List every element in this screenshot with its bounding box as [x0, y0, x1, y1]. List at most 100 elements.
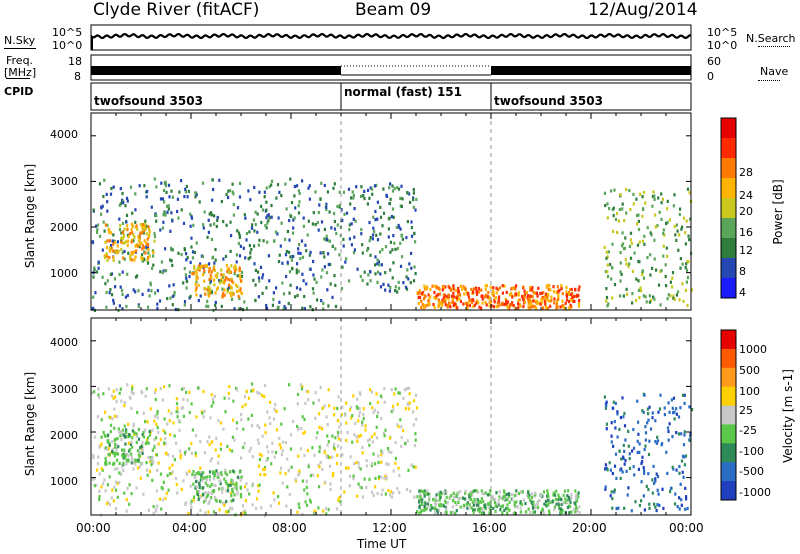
- scatter-cell: [141, 446, 144, 450]
- scatter-cell: [150, 289, 153, 293]
- scatter-cell: [214, 300, 217, 304]
- scatter-cell: [642, 190, 646, 195]
- scatter-cell: [673, 417, 676, 421]
- velocity-cbar-tick-1: 500: [739, 364, 760, 377]
- scatter-cell: [275, 428, 279, 432]
- scatter-cell: [644, 201, 647, 205]
- scatter-cell: [463, 292, 466, 296]
- scatter-cell: [164, 247, 167, 251]
- scatter-cell: [113, 485, 116, 489]
- scatter-cell: [577, 304, 581, 308]
- scatter-cell: [470, 497, 473, 502]
- scatter-cell: [165, 190, 168, 194]
- scatter-cell: [517, 302, 520, 306]
- scatter-cell: [120, 231, 123, 235]
- scatter-cell: [379, 232, 382, 236]
- scatter-cell: [196, 490, 199, 494]
- scatter-cell: [123, 435, 127, 439]
- scatter-cell: [146, 189, 149, 194]
- scatter-cell: [297, 502, 300, 506]
- scatter-cell: [135, 486, 138, 490]
- scatter-cell: [113, 426, 116, 430]
- scatter-cell: [467, 301, 470, 305]
- scatter-cell: [412, 410, 415, 414]
- scatter-cell: [132, 460, 135, 464]
- velocity-panel-frame: [90, 317, 692, 516]
- scatter-cell: [260, 454, 263, 458]
- scatter-cell: [661, 487, 664, 491]
- scatter-cell: [290, 214, 293, 219]
- scatter-cell: [348, 484, 351, 488]
- scatter-cell: [297, 204, 300, 208]
- nsearch-tick-low: 10^0: [707, 39, 738, 52]
- scatter-cell: [248, 230, 251, 234]
- scatter-cell: [629, 256, 633, 260]
- scatter-cell: [476, 299, 479, 303]
- scatter-cell: [297, 251, 300, 255]
- scatter-cell: [428, 297, 431, 301]
- scatter-cell: [155, 453, 158, 457]
- scatter-cell: [649, 253, 652, 257]
- cpid-label: CPID: [4, 85, 34, 98]
- scatter-cell: [497, 499, 500, 503]
- scatter-cell: [256, 438, 260, 442]
- scatter-cell: [253, 262, 256, 266]
- scatter-cell: [127, 449, 131, 453]
- scatter-cell: [488, 296, 491, 300]
- scatter-cell: [486, 493, 490, 497]
- scatter-cell: [280, 422, 283, 426]
- scatter-cell: [628, 189, 631, 193]
- scatter-cell: [639, 286, 642, 290]
- scatter-cell: [547, 292, 550, 296]
- power-panel-colorbar-cell: [721, 218, 736, 239]
- scatter-cell: [553, 301, 556, 305]
- scatter-cell: [207, 230, 210, 234]
- scatter-cell: [609, 468, 612, 472]
- scatter-cell: [333, 446, 336, 450]
- scatter-cell: [179, 453, 182, 457]
- scatter-cell: [141, 244, 145, 248]
- scatter-cell: [445, 507, 448, 511]
- scatter-cell: [337, 437, 341, 441]
- scatter-cell: [226, 287, 229, 291]
- scatter-cell: [638, 503, 641, 508]
- scatter-cell: [278, 436, 281, 440]
- scatter-cell: [681, 225, 684, 229]
- scatter-cell: [104, 446, 108, 450]
- scatter-cell: [621, 242, 625, 246]
- scatter-cell: [294, 295, 297, 299]
- scatter-cell: [147, 441, 150, 445]
- scatter-cell: [106, 447, 109, 451]
- scatter-cell: [611, 506, 614, 510]
- scatter-cell: [100, 212, 103, 216]
- scatter-cell: [307, 219, 310, 223]
- scatter-cell: [105, 305, 108, 309]
- scatter-cell: [210, 393, 213, 397]
- scatter-cell: [320, 181, 323, 185]
- scatter-cell: [462, 503, 465, 507]
- scatter-cell: [418, 289, 421, 293]
- scatter-cell: [245, 306, 249, 310]
- scatter-cell: [127, 235, 130, 239]
- scatter-cell: [256, 212, 259, 216]
- scatter-cell: [159, 437, 162, 441]
- scatter-cell: [338, 425, 341, 429]
- scatter-cell: [547, 503, 550, 507]
- scatter-cell: [664, 263, 667, 267]
- scatter-cell: [122, 241, 125, 245]
- scatter-cell: [194, 451, 197, 455]
- scatter-cell: [684, 266, 687, 270]
- scatter-cell: [450, 510, 453, 515]
- scatter-cell: [637, 467, 640, 471]
- scatter-cell: [660, 192, 663, 196]
- scatter-cell: [108, 256, 111, 260]
- scatter-cell: [614, 401, 617, 405]
- scatter-cell: [444, 293, 447, 298]
- scatter-cell: [203, 210, 206, 214]
- scatter-cell: [484, 503, 487, 507]
- scatter-cell: [641, 239, 644, 243]
- scatter-cell: [302, 216, 305, 220]
- scatter-cell: [238, 266, 241, 270]
- scatter-cell: [217, 419, 220, 423]
- power-panel-colorbar-cell: [721, 198, 736, 219]
